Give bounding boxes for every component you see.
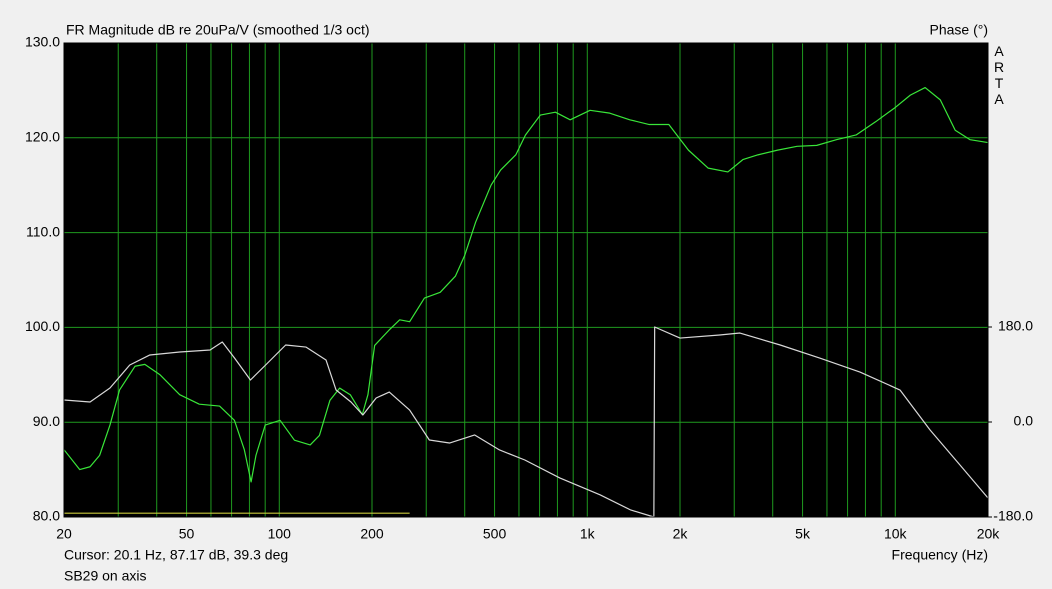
x-tick-label: 50: [179, 526, 195, 542]
caption: SB29 on axis: [64, 568, 147, 584]
chart-title: FR Magnitude dB re 20uPa/V (smoothed 1/3…: [66, 22, 370, 38]
series-line: [63, 86, 989, 483]
x-tick-label: 5k: [795, 526, 811, 542]
y2-tick-label: 0.0: [1014, 413, 1034, 429]
plot-frame: [63, 42, 989, 518]
y-tick-label: 110.0: [26, 223, 60, 239]
y-tick-label: 100.0: [25, 318, 60, 334]
x-tick-label: 10k: [884, 526, 908, 542]
x-axis-label: Frequency (Hz): [892, 547, 988, 563]
y2-axis-label: Phase (°): [929, 22, 988, 38]
x-tick-label: 100: [268, 526, 292, 542]
series-line: [63, 326, 989, 518]
plot-background: [64, 43, 988, 517]
y-tick-label: 90.0: [33, 413, 60, 429]
y-tick-label: 80.0: [33, 508, 60, 524]
y-tick-label: 120.0: [25, 129, 60, 145]
y2-tick-label: -180.0: [993, 508, 1033, 524]
x-tick-label: 200: [360, 526, 384, 542]
brand: ARTA: [993, 43, 1005, 107]
x-tick-label: 20k: [977, 526, 1001, 542]
x-tick-label: 20: [56, 526, 72, 542]
x-tick-label: 1k: [580, 526, 596, 542]
cursor-readout: Cursor: 20.1 Hz, 87.17 dB, 39.3 deg: [64, 547, 288, 563]
x-tick-label: 500: [483, 526, 507, 542]
x-tick-label: 2k: [673, 526, 689, 542]
y-tick-label: 130.0: [25, 34, 60, 50]
y2-tick-label: 180.0: [998, 318, 1033, 334]
